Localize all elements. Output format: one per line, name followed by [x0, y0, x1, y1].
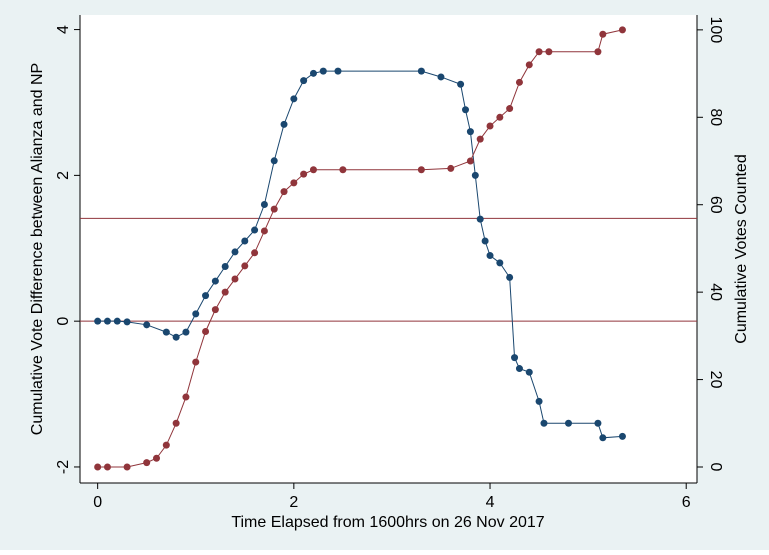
data-point — [515, 365, 523, 373]
data-point — [525, 61, 533, 69]
data-point — [437, 73, 445, 81]
data-point — [545, 48, 553, 56]
x-axis-title: Time Elapsed from 1600hrs on 26 Nov 2017 — [231, 514, 544, 531]
data-point — [339, 166, 347, 174]
y2-axis-title: Cumulative Votes Counted — [733, 154, 750, 343]
data-point — [192, 310, 200, 318]
x-tick-label: 4 — [486, 494, 495, 511]
data-point — [290, 95, 298, 103]
data-point — [594, 48, 602, 56]
data-point — [162, 441, 170, 449]
data-point — [211, 306, 219, 314]
data-point — [594, 419, 602, 427]
data-point — [417, 166, 425, 174]
x-tick-label: 2 — [289, 494, 298, 511]
data-point — [172, 419, 180, 427]
data-point — [94, 317, 102, 325]
y2-tick-label: 20 — [707, 371, 724, 389]
data-point — [143, 321, 151, 329]
y-tick-label: 0 — [55, 317, 72, 326]
data-point — [172, 333, 180, 341]
data-point — [123, 463, 131, 471]
data-point — [309, 166, 317, 174]
data-point — [486, 122, 494, 130]
plot-area — [80, 15, 697, 483]
data-point — [221, 288, 229, 296]
data-point — [476, 135, 484, 143]
data-point — [417, 67, 425, 75]
data-point — [153, 454, 161, 462]
data-point — [251, 249, 259, 257]
data-point — [103, 463, 111, 471]
y2-tick-label: 0 — [707, 463, 724, 472]
data-point — [231, 248, 239, 256]
data-point — [280, 188, 288, 196]
data-point — [192, 358, 200, 366]
data-point — [466, 157, 474, 165]
data-point — [476, 215, 484, 223]
data-point — [540, 419, 548, 427]
data-point — [162, 328, 170, 336]
data-point — [231, 275, 239, 283]
y2-tick-label: 100 — [707, 17, 724, 44]
y-tick-label: -2 — [55, 460, 72, 474]
data-point — [506, 273, 514, 281]
data-point — [462, 106, 470, 114]
data-point — [260, 201, 268, 209]
y2-tick-label: 80 — [707, 108, 724, 126]
data-point — [525, 368, 533, 376]
data-point — [143, 459, 151, 467]
x-tick-label: 0 — [93, 494, 102, 511]
y2-tick-label: 40 — [707, 283, 724, 301]
data-point — [506, 105, 514, 113]
data-point — [618, 432, 626, 440]
data-point — [103, 317, 111, 325]
y-axis-title: Cumulative Vote Difference between Alian… — [29, 63, 46, 435]
data-point — [471, 171, 479, 179]
data-point — [319, 67, 327, 75]
data-point — [618, 26, 626, 34]
data-point — [535, 397, 543, 405]
data-point — [564, 419, 572, 427]
data-point — [202, 327, 210, 335]
y2-tick-label: 60 — [707, 196, 724, 214]
data-point — [599, 30, 607, 38]
data-point — [535, 48, 543, 56]
data-point — [123, 318, 131, 326]
data-point — [270, 205, 278, 213]
data-point — [334, 67, 342, 75]
data-point — [300, 77, 308, 85]
data-point — [182, 393, 190, 401]
data-point — [511, 354, 519, 362]
data-point — [94, 463, 102, 471]
data-point — [457, 80, 465, 88]
x-tick-label: 6 — [682, 494, 691, 511]
data-point — [113, 317, 121, 325]
y-tick-label: 2 — [55, 171, 72, 180]
data-point — [251, 226, 259, 234]
data-point — [182, 328, 190, 336]
data-point — [447, 164, 455, 172]
data-point — [280, 120, 288, 128]
data-point — [221, 262, 229, 270]
y-tick-label: 4 — [55, 25, 72, 34]
data-point — [290, 179, 298, 187]
data-point — [515, 78, 523, 86]
data-point — [260, 227, 268, 235]
data-point — [599, 434, 607, 442]
data-point — [241, 237, 249, 245]
data-point — [211, 277, 219, 285]
data-point — [496, 259, 504, 267]
data-point — [486, 252, 494, 260]
data-point — [270, 157, 278, 165]
data-point — [466, 128, 474, 136]
data-point — [300, 170, 308, 178]
data-point — [309, 69, 317, 77]
data-point — [496, 113, 504, 121]
data-point — [241, 262, 249, 270]
data-point — [202, 292, 210, 300]
data-point — [481, 237, 489, 245]
